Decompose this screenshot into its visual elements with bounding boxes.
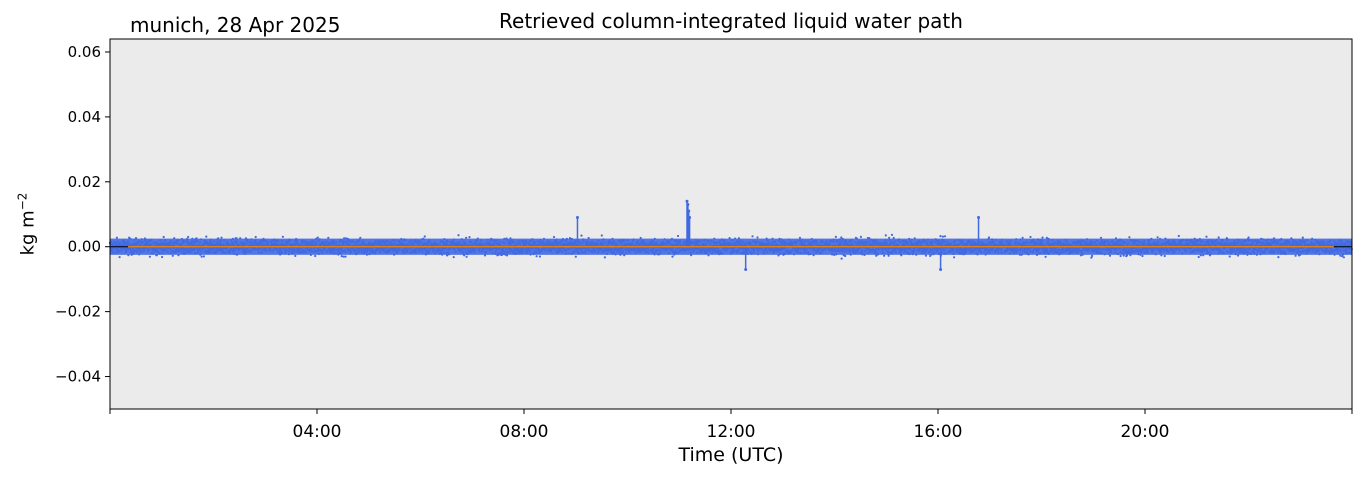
lwp-point <box>200 255 203 258</box>
lwp-point <box>1091 254 1094 257</box>
lwp-point <box>468 236 471 239</box>
lwp-point <box>574 255 577 258</box>
lwp-point <box>603 256 607 259</box>
lwp-point <box>840 236 843 239</box>
lwp-point <box>639 236 642 240</box>
lwp-point <box>941 235 945 238</box>
lwp-point <box>205 235 208 238</box>
lwp-point <box>505 254 509 257</box>
lwp-point <box>483 254 487 257</box>
lwp-point <box>884 234 887 237</box>
lwp-point <box>1294 254 1297 257</box>
lwp-point <box>294 254 297 257</box>
lwp-point <box>671 255 674 258</box>
site-date-label: munich, 28 Apr 2025 <box>130 13 341 37</box>
chart-title: Retrieved column-integrated liquid water… <box>499 9 963 33</box>
lwp-point <box>465 236 468 239</box>
lwp-point <box>254 235 257 239</box>
lwp-point <box>1122 254 1125 257</box>
lwp-point <box>552 235 556 239</box>
plot-area <box>110 39 1352 409</box>
lwp-point <box>202 255 205 258</box>
lwp-point <box>148 255 151 258</box>
lwp-point <box>1119 254 1122 258</box>
lwp-point <box>452 256 455 259</box>
lwp-point <box>600 234 603 237</box>
lwp-point <box>943 235 947 238</box>
lwp-point <box>465 255 468 258</box>
lwp-point <box>587 236 590 240</box>
x-axis-label: Time (UTC) <box>678 444 784 466</box>
lwp-point <box>1021 236 1024 239</box>
lwp-point <box>580 234 583 237</box>
lwp-point <box>538 255 542 258</box>
lwp-point <box>777 254 780 257</box>
lwp-point <box>1156 236 1159 239</box>
lwp-point <box>1125 254 1129 257</box>
lwp-point <box>676 234 680 238</box>
lwp-point <box>314 254 317 258</box>
lwp-point <box>1163 254 1166 258</box>
lwp-point <box>115 236 118 239</box>
lwp-point <box>220 236 223 239</box>
lwp-point <box>924 254 928 257</box>
lwp-point <box>344 255 347 258</box>
lwp-point <box>1217 236 1220 239</box>
lwp-point <box>1277 256 1280 259</box>
lwp-point <box>987 236 991 239</box>
lwp-point <box>161 255 164 259</box>
lwp-point <box>1090 256 1093 259</box>
lwp-point <box>316 236 319 239</box>
lwp-point <box>1237 254 1240 257</box>
lwp-point <box>162 235 165 239</box>
lwp-point <box>281 235 284 238</box>
lwp-point <box>1108 254 1112 257</box>
lwp-point <box>887 254 890 257</box>
lwp-point <box>1128 236 1131 239</box>
lwp-point <box>423 235 426 238</box>
lwp-point <box>859 235 863 238</box>
lwp-point <box>756 236 759 239</box>
lwp-point <box>118 256 121 259</box>
lwp-point <box>1045 236 1048 239</box>
lwp-point <box>1044 255 1047 258</box>
lwp-point <box>888 236 891 239</box>
lwp-point <box>798 236 802 239</box>
lwp-point <box>359 236 362 239</box>
lwp-point <box>844 254 847 258</box>
lwp-point <box>1041 236 1044 239</box>
lwp-point <box>939 235 942 238</box>
lwp-point <box>875 254 878 257</box>
lwp-point <box>883 254 886 257</box>
lwp-point <box>1197 255 1200 259</box>
lwp-point <box>342 255 345 258</box>
lwp-point <box>834 235 838 238</box>
lwp-point <box>1205 235 1208 238</box>
lwp-point <box>1228 255 1231 258</box>
lwp-point <box>1247 236 1250 239</box>
lwp-point <box>1177 234 1180 238</box>
lwp-point <box>1029 235 1032 239</box>
lwp-point <box>171 254 174 257</box>
lwp-point <box>840 257 843 260</box>
lwp-point <box>1141 254 1144 258</box>
lwp-point <box>751 235 754 238</box>
lwp-point <box>340 255 343 258</box>
lwp-point <box>445 254 449 257</box>
lwp-point <box>1099 236 1103 239</box>
lwp-point <box>890 233 894 236</box>
lwp-point <box>953 256 956 259</box>
lwp-point <box>187 235 190 239</box>
lwp-point <box>892 236 895 240</box>
lwp-point <box>457 234 460 237</box>
lwp-point <box>535 255 538 258</box>
lwp-point <box>327 236 330 239</box>
